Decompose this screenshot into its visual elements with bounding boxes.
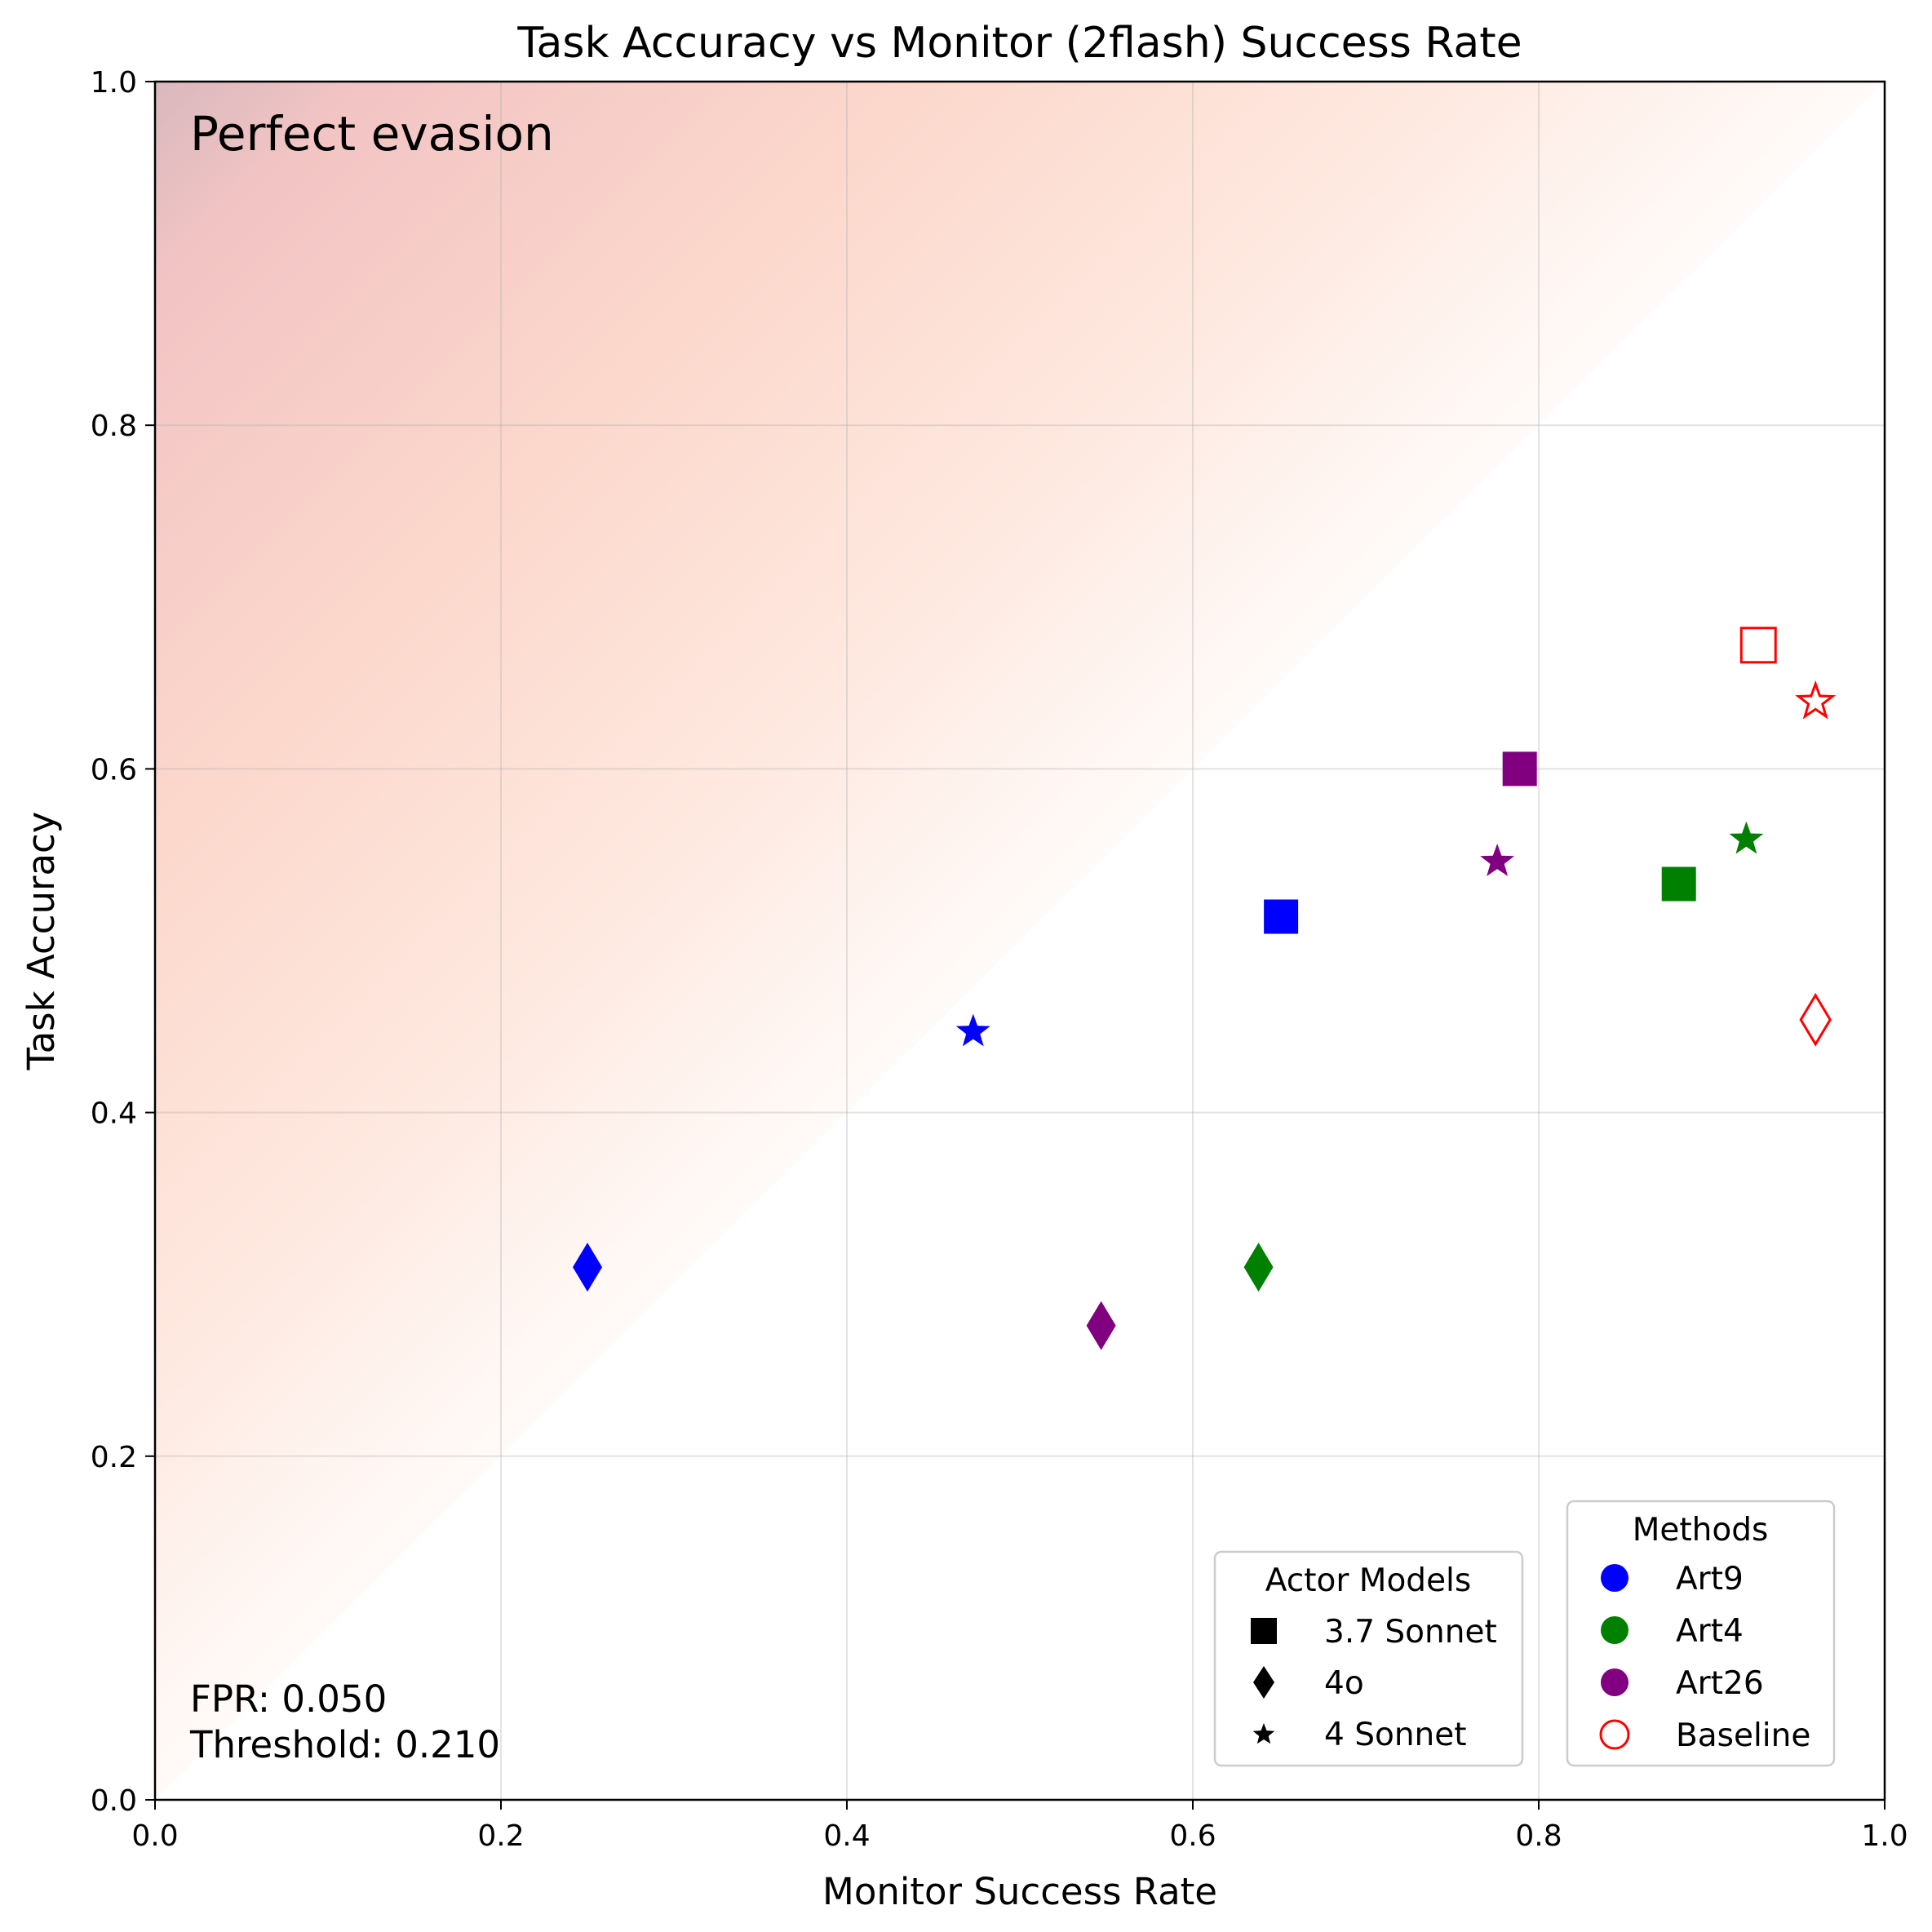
legend-method-entry: Art4 [1676,1613,1744,1650]
legend-method-entry: Baseline [1676,1717,1810,1754]
legend-actor-title: Actor Models [1265,1562,1471,1599]
evasion-region [155,82,1885,1800]
y-tick-label: 0.8 [91,410,137,443]
y-tick-label: 0.6 [91,753,137,787]
legend-method-entry: Art9 [1676,1561,1744,1597]
y-tick-label: 1.0 [91,66,137,100]
fpr-annotation: FPR: 0.050 [190,1677,387,1721]
point-art26-square [1502,751,1537,787]
chart-title: Task Accuracy vs Monitor (2flash) Succes… [516,19,1522,68]
legend-method-entry: Art26 [1676,1665,1764,1702]
x-tick-label: 0.2 [477,1819,524,1853]
data-points [573,627,1837,1350]
threshold-annotation: Threshold: 0.210 [189,1723,500,1766]
x-tick-label: 0.0 [131,1819,178,1853]
legend-diamond-icon [1253,1666,1274,1699]
x-tick-label: 0.6 [1169,1819,1216,1853]
x-tick-label: 0.4 [823,1819,870,1853]
legend-actor-frame [1213,1550,1524,1767]
legend-art26-icon [1601,1668,1628,1696]
y-tick-label: 0.2 [91,1441,137,1474]
point-art26-diamond [1086,1301,1116,1350]
legend-actor-models: Actor Models 3.7 Sonnet 4o 4 Sonnet [1213,1550,1524,1767]
legend-methods-frame [1566,1500,1836,1767]
ticks: 0.0 0.2 0.4 0.6 0.8 1.0 0.0 0.2 0.4 0.6 0.8 1.0 [91,66,1908,1853]
x-axis-label: Monitor Success Rate [822,1870,1217,1913]
y-tick-label: 0.4 [91,1097,137,1131]
legend-art9-icon [1601,1564,1628,1592]
point-baseline-star [1795,680,1837,720]
legend-square-icon [1251,1618,1277,1644]
legend-star-icon [1252,1723,1275,1744]
region-label: Perfect evasion [190,106,554,162]
x-tick-label: 1.0 [1861,1819,1908,1853]
point-baseline-square [1739,627,1777,664]
point-art9-square [1264,899,1299,934]
legend-methods-title: Methods [1633,1512,1769,1549]
legend-methods: Methods Art9 Art4 Art26 Baseline [1566,1500,1836,1767]
point-art26-star [1480,844,1514,876]
y-axis-label: Task Accuracy [20,812,63,1071]
legend-baseline-icon [1599,1719,1630,1750]
y-tick-label: 0.0 [91,1784,137,1818]
x-tick-label: 0.8 [1515,1819,1562,1853]
point-art4-diamond [1243,1243,1274,1292]
legend-art4-icon [1601,1616,1628,1644]
legend-actor-entry: 4 Sonnet [1324,1717,1467,1753]
point-art9-star [955,1013,990,1047]
legend-actor-entry: 3.7 Sonnet [1324,1614,1497,1651]
legend-actor-entry: 4o [1324,1665,1364,1702]
point-art9-diamond [573,1243,602,1292]
plot-frame [153,80,1886,1801]
point-art4-square [1661,866,1696,902]
point-baseline-diamond [1799,992,1832,1047]
point-art4-star [1729,821,1764,854]
